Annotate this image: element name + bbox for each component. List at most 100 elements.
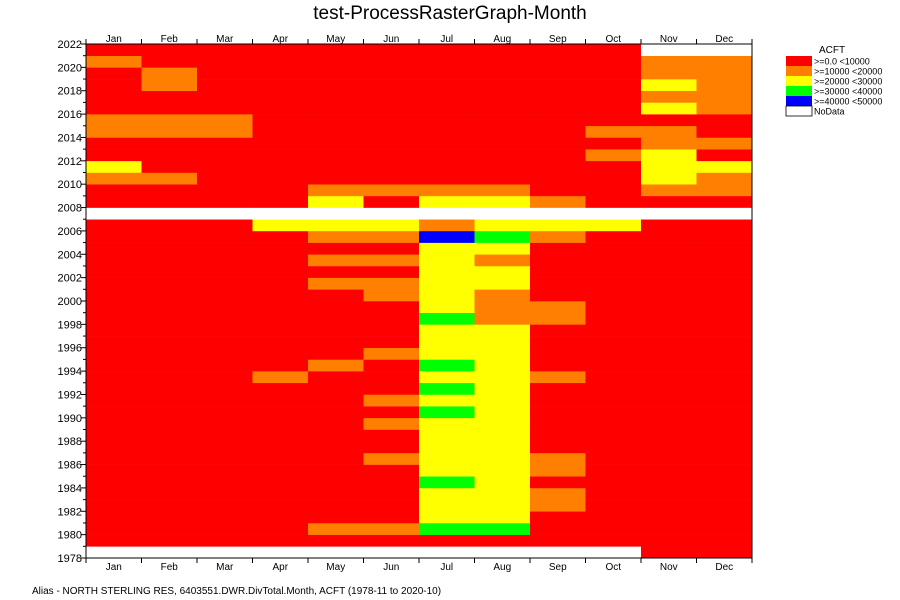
raster-cell [585, 464, 642, 477]
raster-cell [530, 137, 586, 150]
raster-cell [585, 336, 642, 349]
raster-cell [641, 359, 697, 372]
raster-cell [86, 90, 142, 103]
y-tick-label: 2022 [58, 39, 82, 51]
raster-cell [585, 242, 642, 255]
raster-cell [530, 534, 586, 547]
x-tick-label-bottom: Feb [161, 562, 179, 573]
raster-cell [419, 90, 475, 103]
legend-swatch [785, 105, 813, 117]
raster-cell [86, 347, 142, 360]
raster-cell [585, 371, 642, 384]
raster-cell [86, 522, 142, 535]
raster-cell [641, 441, 697, 454]
raster-cell [141, 265, 198, 278]
y-tick-label: 2014 [58, 132, 82, 144]
y-tick-label: 2016 [58, 109, 82, 121]
raster-cell [308, 476, 364, 489]
raster-cell [641, 289, 697, 302]
raster-cell [252, 406, 309, 419]
raster-cell [585, 90, 642, 103]
raster-cell [530, 67, 586, 80]
raster-cell [474, 195, 531, 208]
legend-title: ACFT [819, 45, 845, 56]
raster-cell [86, 277, 142, 290]
raster-cell [308, 44, 364, 56]
raster-cell [641, 67, 697, 80]
raster-cell [585, 324, 642, 337]
chart-title: test-ProcessRasterGraph-Month [313, 3, 587, 24]
raster-cell [363, 406, 420, 419]
raster-cell [308, 102, 364, 115]
raster-cell [474, 79, 531, 92]
raster-cell [363, 382, 420, 395]
raster-cell [308, 90, 364, 103]
raster-cell [419, 394, 475, 407]
raster-cell [585, 55, 642, 68]
raster-cell [474, 336, 531, 349]
raster-cell [86, 137, 142, 150]
raster-cell [419, 55, 475, 68]
raster-cell [585, 149, 642, 162]
raster-cell [252, 230, 309, 243]
raster-cell [641, 254, 697, 267]
raster-cell [141, 522, 198, 535]
x-axis: Jan Jan Feb Feb Mar Mar Apr Apr May May Jun Jun Jul J… [85, 34, 753, 573]
raster-cell [197, 102, 253, 115]
raster-cell [419, 289, 475, 302]
raster-cell [696, 301, 753, 313]
raster-cell [530, 114, 586, 127]
raster-cell [530, 312, 586, 325]
raster-cell [363, 230, 420, 243]
raster-cell [86, 184, 142, 197]
raster-cell [86, 359, 142, 372]
raster-cell [308, 452, 364, 465]
raster-cell [419, 382, 475, 395]
raster-cell [86, 114, 142, 127]
x-tick-label-bottom: Aug [493, 562, 511, 573]
raster-cell [252, 499, 309, 512]
raster-cell [86, 125, 142, 138]
y-tick-label: 2004 [58, 249, 82, 261]
raster-cell [197, 499, 253, 512]
raster-cell [530, 102, 586, 115]
raster-cell [696, 534, 753, 547]
raster-cell [363, 242, 420, 255]
raster-cell [474, 207, 531, 220]
raster-cell [252, 417, 309, 430]
raster-cell [363, 90, 420, 103]
raster-cell [696, 324, 753, 337]
raster-cell [252, 301, 309, 313]
raster-cell [474, 394, 531, 407]
raster-cell [696, 137, 753, 150]
raster-cell [585, 184, 642, 197]
raster-cell [141, 125, 198, 138]
footer-alias: Alias - NORTH STERLING RES, 6403551.DWR.… [32, 586, 442, 597]
raster-cell [86, 371, 142, 384]
raster-cell [474, 90, 531, 103]
raster-cell [141, 195, 198, 208]
raster-cell [363, 336, 420, 349]
raster-cell [530, 406, 586, 419]
raster-cell [474, 184, 531, 197]
raster-cell [308, 499, 364, 512]
raster-cell [696, 102, 753, 115]
raster-cell [419, 417, 475, 430]
raster-cell [197, 230, 253, 243]
raster-cell [419, 452, 475, 465]
raster-cell [363, 499, 420, 512]
x-tick-label-top: Aug [493, 34, 511, 45]
raster-cell [585, 195, 642, 208]
raster-cell [197, 417, 253, 430]
raster-cell [419, 324, 475, 337]
raster-cell [363, 102, 420, 115]
x-tick-label-bottom: Dec [715, 562, 733, 573]
raster-cell [197, 242, 253, 255]
raster-cell [474, 511, 531, 524]
raster-cell [363, 195, 420, 208]
raster-cell [197, 44, 253, 56]
raster-cell [585, 44, 642, 56]
raster-cell [585, 125, 642, 138]
raster-cell [530, 487, 586, 500]
raster-cell [585, 312, 642, 325]
